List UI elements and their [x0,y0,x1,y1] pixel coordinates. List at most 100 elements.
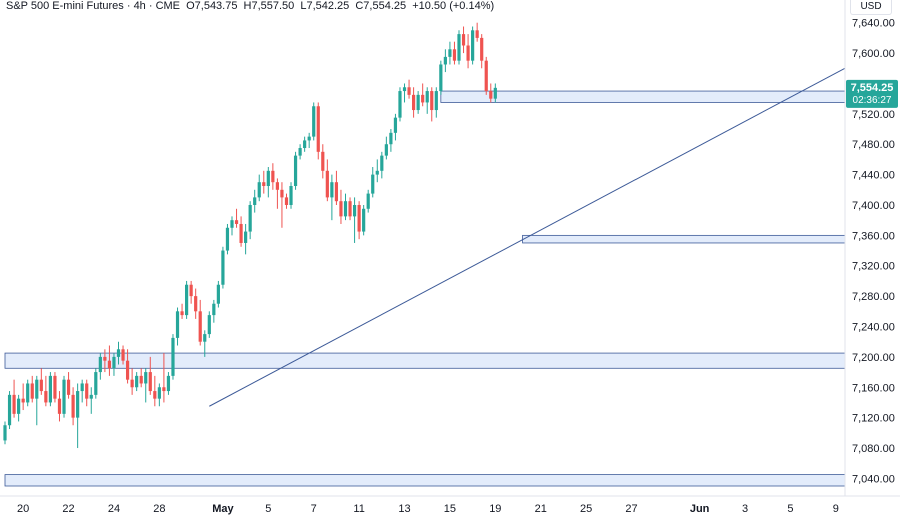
candle-body [234,220,239,224]
trendline [209,67,846,407]
x-tick-label: 22 [62,503,74,515]
x-tick-label: 13 [398,503,410,515]
x-tick-label: 11 [353,503,364,515]
bar-countdown-label: 02:36:27 [853,95,892,106]
candle-body [407,87,411,95]
candle-body [266,170,270,186]
candle-body [312,106,316,137]
candle-body [466,45,470,61]
candle-body [253,197,257,205]
candle-body [148,372,152,392]
candle-body [103,356,107,361]
candle-body [239,223,243,243]
candle-body [203,334,207,342]
candle-body [189,284,193,297]
y-tick-label: 7,200.00 [852,352,895,364]
candle-body [371,174,375,194]
candle-body [298,148,302,156]
candle-body [257,182,261,198]
candle-body [221,250,225,285]
candle-body [293,155,298,186]
current-price-tag [846,79,898,108]
candle-body [216,284,220,304]
y-tick-label: 7,160.00 [852,382,895,394]
candle-body [71,394,75,418]
y-tick-label: 7,600.00 [852,48,895,60]
y-tick-label: 7,120.00 [852,413,895,425]
chart-header: S&P 500 E-mini Futures · 4h · CME O7,543… [6,0,497,14]
candle-body [271,170,275,183]
candle-body [448,49,452,57]
candle-body [398,91,402,118]
candle-body [139,375,143,384]
candle-body [26,383,30,403]
candle-body [62,379,66,414]
x-tick-label: 25 [580,503,592,515]
low-value: L7,542.25 [300,0,350,12]
candle-body [275,182,279,190]
candle-body [7,394,12,426]
x-tick-label: 28 [153,503,165,515]
candle-body [248,204,252,232]
candle-body [80,383,84,392]
candle-body [393,117,398,133]
candle-body [325,170,329,198]
candle-body [389,132,393,145]
support-zone-1 [522,234,846,244]
candle-body [35,379,39,399]
candle-body [175,311,180,338]
y-tick-label: 7,280.00 [852,291,895,303]
candle-body [321,151,325,171]
candle-body [94,372,98,395]
candle-body [362,208,366,232]
candle-body [162,387,166,392]
candle-body [421,94,425,103]
x-tick-label: 19 [489,503,501,515]
candle-body [262,182,266,186]
x-tick-label: 5 [787,503,793,515]
support-zone-3 [4,474,846,487]
x-tick-label: 9 [833,503,839,515]
candle-body [434,91,438,111]
change-value: +10.50 (+0.14%) [412,0,495,12]
y-tick-label: 7,520.00 [852,109,895,121]
candle-body [452,49,457,61]
y-tick-label: 7,040.00 [852,473,895,485]
candle-body [457,34,461,61]
current-price-label: 7,554.25 [851,82,894,94]
y-tick-label: 7,080.00 [852,443,895,455]
candle-body [98,356,102,373]
x-tick-label: 5 [265,503,271,515]
candle-body [135,375,139,388]
x-tick-label: 20 [17,503,29,515]
y-tick-label: 7,360.00 [852,230,895,242]
candle-body [144,372,148,384]
candle-body [380,155,384,171]
candle-body [30,383,34,399]
candle-body [416,94,420,111]
candle-body [480,37,484,61]
x-tick-label: 27 [625,503,637,515]
candle-body [157,387,161,399]
candle-body [125,360,130,380]
y-tick-label: 7,240.00 [852,322,895,334]
candle-body [284,197,289,205]
x-tick-label: 3 [742,503,748,515]
candle-body [352,204,357,217]
candle-body [384,144,388,156]
candle-body [44,391,48,403]
candle-body [330,182,334,198]
candle-body [489,91,493,99]
x-tick-label: 24 [108,503,120,515]
currency-button[interactable]: USD [850,0,892,15]
x-tick-label: 21 [535,503,547,515]
candle-body [76,391,80,418]
candle-body [303,140,307,149]
candle-body [484,60,488,92]
candle-body [430,91,434,111]
candle-body [12,394,16,414]
candle-body [57,398,62,414]
candle-body [121,349,125,361]
candle-body [244,231,248,243]
